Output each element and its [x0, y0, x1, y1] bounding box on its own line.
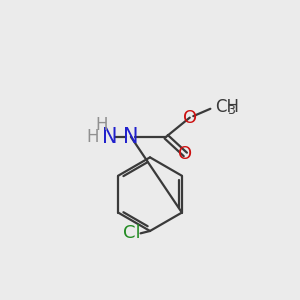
Text: Cl: Cl [123, 224, 141, 242]
Text: CH: CH [215, 98, 239, 116]
Text: H: H [95, 116, 108, 134]
Text: H: H [86, 128, 99, 146]
Text: N: N [123, 127, 139, 147]
Text: N: N [103, 127, 118, 147]
Text: O: O [178, 146, 192, 164]
Text: 3: 3 [227, 104, 235, 117]
Text: O: O [183, 109, 197, 127]
